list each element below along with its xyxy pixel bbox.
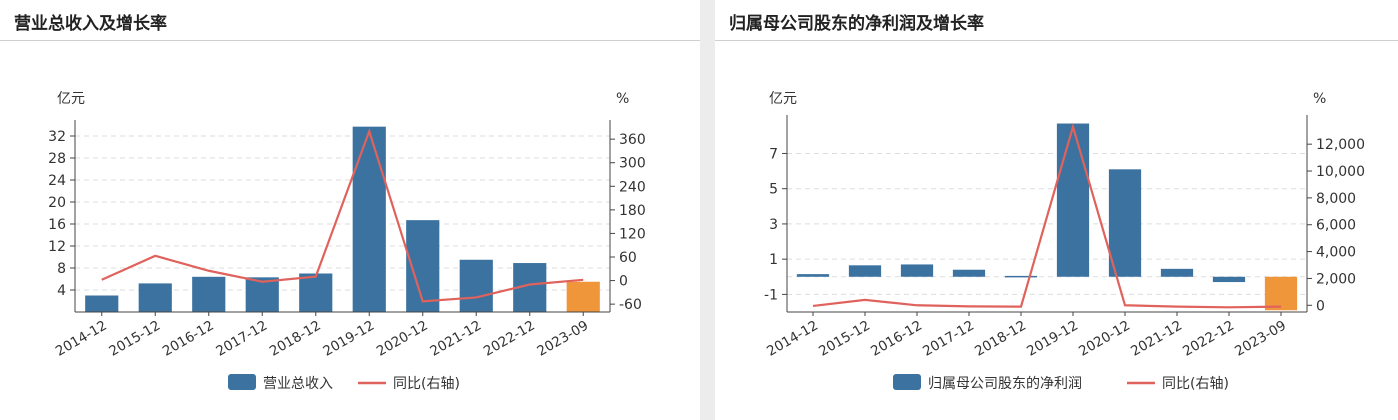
y-unit-label: 亿元 <box>57 91 85 107</box>
revenue-chart: 4 8 12 16 20 24 28 32 -60 0 60 120 180 240 300 360 2014-… <box>48 91 646 392</box>
y2-tick-label: 180 <box>619 203 646 219</box>
legend-bar-swatch <box>228 374 256 390</box>
x-tick-label: 2017-12 <box>213 318 270 360</box>
bar <box>1264 276 1298 311</box>
y-tick-label: 7 <box>769 146 778 162</box>
y2-unit-label: % <box>616 91 629 107</box>
y2-tick-label: 10,000 <box>1316 164 1365 180</box>
y2-tick-label: 360 <box>619 132 646 148</box>
x-tick-label: 2019-12 <box>320 318 377 360</box>
y2-tick-label: 12,000 <box>1316 137 1365 153</box>
x-tick-label: 2015-12 <box>816 318 873 360</box>
y2-tick-label: 2,000 <box>1316 271 1356 287</box>
x-tick-label: 2021-12 <box>1128 318 1185 360</box>
x-tick-label: 2023-09 <box>1232 318 1289 360</box>
x-tick-label: 2014-12 <box>53 318 110 360</box>
y2-tick-label: 8,000 <box>1316 191 1356 207</box>
x-tick-label: 2016-12 <box>160 318 217 360</box>
bar <box>1108 169 1142 277</box>
bar <box>848 265 882 277</box>
bar <box>1004 275 1038 278</box>
y-tick-label: 4 <box>57 283 66 299</box>
bar <box>459 259 493 312</box>
bar <box>796 274 830 277</box>
x-tick-label: 2022-12 <box>481 318 538 360</box>
net-profit-chart: -1 1 3 5 7 0 2,000 4,000 6,000 8,000 10,000 12,000 2… <box>764 91 1365 392</box>
y-tick-label: -1 <box>764 287 778 303</box>
net-profit-panel-title: 归属母公司股东的净利润及增长率 <box>729 14 984 34</box>
x-tick-label: 2021-12 <box>427 318 484 360</box>
revenue-panel-title: 营业总收入及增长率 <box>14 14 167 34</box>
x-tick-label: 2022-12 <box>1180 318 1237 360</box>
legend-bar-label: 营业总收入 <box>263 376 333 392</box>
bar <box>900 264 934 277</box>
y2-tick-label: 240 <box>619 179 646 195</box>
x-tick-label: 2020-12 <box>374 318 431 360</box>
net-profit-panel: 归属母公司股东的净利润及增长率 -1 1 3 5 7 0 2,000 4,000 6,000 8,… <box>715 0 1398 420</box>
y-unit-label: 亿元 <box>769 91 797 107</box>
legend-line-label: 同比(右轴) <box>1162 376 1229 392</box>
bar <box>1056 123 1090 277</box>
bar <box>85 295 119 312</box>
bar <box>1160 268 1194 277</box>
y-tick-label: 12 <box>48 239 66 255</box>
y2-unit-label: % <box>1313 91 1326 107</box>
y-tick-label: 1 <box>769 252 778 268</box>
x-tick-label: 2014-12 <box>764 318 821 360</box>
revenue-panel-divider <box>0 40 700 41</box>
net-profit-panel-divider <box>715 40 1398 41</box>
y2-tick-label: 120 <box>619 226 646 242</box>
y-tick-label: 3 <box>769 217 778 233</box>
y2-tick-label: 0 <box>619 274 628 290</box>
x-tick-label: 2018-12 <box>267 318 324 360</box>
x-tick-label: 2019-12 <box>1024 318 1081 360</box>
bar <box>299 273 333 312</box>
y-tick-label: 8 <box>57 261 66 277</box>
bar <box>566 281 600 312</box>
legend-bar-label: 归属母公司股东的净利润 <box>928 375 1082 392</box>
x-tick-label: 2020-12 <box>1076 318 1133 360</box>
legend-bar-swatch <box>893 374 921 390</box>
revenue-panel: 营业总收入及增长率 4 8 12 16 20 24 28 32 -60 0 60 120 180 240 3… <box>0 0 700 420</box>
y2-tick-label: -60 <box>619 297 642 313</box>
y-tick-label: 24 <box>48 173 66 189</box>
bar <box>138 283 172 312</box>
y-tick-label: 5 <box>769 182 778 198</box>
y2-tick-label: 0 <box>1316 298 1325 314</box>
y-tick-label: 16 <box>48 217 66 233</box>
growth-line <box>812 122 1282 309</box>
y2-tick-label: 4,000 <box>1316 245 1356 261</box>
y2-tick-label: 6,000 <box>1316 218 1356 234</box>
y-tick-label: 32 <box>48 129 66 145</box>
x-tick-label: 2015-12 <box>106 318 163 360</box>
x-tick-label: 2023-09 <box>534 318 591 360</box>
legend-line-label: 同比(右轴) <box>393 376 460 392</box>
bar <box>192 276 226 312</box>
y-tick-label: 20 <box>48 195 66 211</box>
y2-tick-label: 60 <box>619 250 637 266</box>
x-tick-label: 2016-12 <box>868 318 925 360</box>
y2-tick-label: 300 <box>619 156 646 172</box>
bar <box>352 126 386 313</box>
growth-line <box>101 127 584 303</box>
x-tick-label: 2018-12 <box>972 318 1029 360</box>
y-tick-label: 28 <box>48 151 66 167</box>
bar <box>952 269 986 277</box>
x-tick-label: 2017-12 <box>920 318 977 360</box>
bar <box>245 277 279 312</box>
bar <box>1212 276 1246 283</box>
